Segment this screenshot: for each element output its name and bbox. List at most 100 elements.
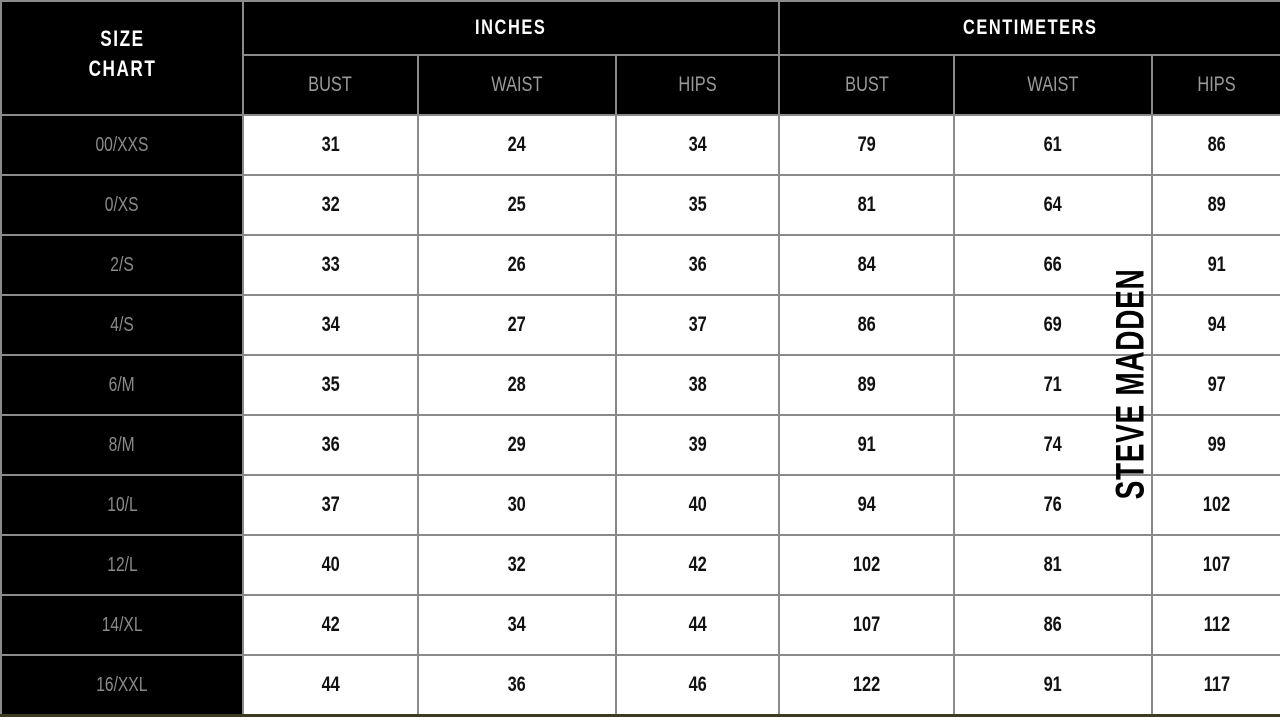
table-row: 16/XXL 44 36 46 122 91 117 [0,654,1280,717]
column-header-bust: BUST [242,54,419,116]
measurement-cell: 32 [417,534,617,596]
measurement-cell: 34 [242,294,419,356]
table-row: 10/L 37 30 40 94 76 102 [0,474,1280,536]
table-row: 6/M 35 28 38 89 71 97 [0,354,1280,416]
measurement-cell: 37 [242,474,419,536]
table-row: 14/XL 42 34 44 107 86 112 [0,594,1280,656]
measurement-cell: 117 [1151,654,1280,717]
measurement-cell: 99 [1151,414,1280,476]
measurement-cell: 25 [417,174,617,236]
measurement-cell: 66 [953,234,1154,296]
column-label: BUST [308,73,353,96]
column-label: BUST [844,73,889,96]
measurement-cell: 40 [242,534,419,596]
measurement-cell: 81 [953,534,1154,596]
column-header-hips: HIPS [614,54,781,116]
measurement-cell: 33 [242,234,419,296]
size-label: 8/M [0,414,244,476]
measurement-cell: 29 [417,414,617,476]
size-label: 4/S [0,294,244,356]
measurement-cell: 97 [1151,354,1280,416]
measurement-cell: 86 [953,594,1154,656]
table-row: 0/XS 32 25 35 81 64 89 [0,174,1280,236]
column-label: HIPS [678,73,717,96]
steve-madden-watermark: STEVE MADDEN [1109,219,1154,549]
title-line-2: CHART [88,56,156,81]
group-label: CENTIMETERS [962,16,1098,39]
group-label: INCHES [475,16,547,39]
size-label: 2/S [0,234,244,296]
size-label: 10/L [0,474,244,536]
measurement-cell: 34 [417,594,617,656]
table-row: 2/S 33 26 36 84 66 91 [0,234,1280,296]
column-header-waist: WAIST [417,54,617,116]
measurement-cell: 36 [417,654,617,717]
measurement-cell: 32 [242,174,419,236]
measurement-cell: 34 [614,114,781,176]
column-label: WAIST [1027,73,1079,96]
column-header-hips: HIPS [1151,54,1280,116]
group-inches: INCHES [241,0,781,56]
measurement-cell: 27 [417,294,617,356]
measurement-cell: 86 [778,294,956,356]
measurement-cell: 46 [614,654,781,717]
measurement-cell: 64 [953,174,1154,236]
measurement-cell: 91 [953,654,1154,717]
measurement-cell: 61 [953,114,1154,176]
table-row: 4/S 34 27 37 86 69 94 [0,294,1280,356]
size-label: 00/XXS [0,114,244,176]
measurement-cell: 69 [953,294,1154,356]
measurement-cell: 94 [778,474,956,536]
measurement-cell: 31 [242,114,419,176]
measurement-cell: 42 [242,594,419,656]
measurement-cell: 35 [614,174,781,236]
measurement-cell: 44 [242,654,419,717]
measurement-cell: 24 [417,114,617,176]
size-label: 16/XXL [0,654,244,717]
measurement-cell: 81 [778,174,956,236]
measurement-cell: 102 [778,534,956,596]
measurement-cell: 107 [778,594,956,656]
table-row: 00/XXS 31 24 34 79 61 86 [0,114,1280,176]
measurement-cell: 35 [242,354,419,416]
measurement-cell: 79 [778,114,956,176]
watermark-text: STEVE MADDEN [1108,268,1153,500]
measurement-cell: 89 [1151,174,1280,236]
measurement-cell: 37 [614,294,781,356]
measurement-cell: 91 [1151,234,1280,296]
column-label: HIPS [1197,73,1236,96]
column-label: WAIST [491,73,543,96]
group-centimeters: CENTIMETERS [778,0,1280,56]
title-line-1: SIZE [99,26,145,51]
measurement-cell: 40 [614,474,781,536]
measurement-cell: 89 [778,354,956,416]
measurement-cell: 112 [1151,594,1280,656]
measurement-cell: 84 [778,234,956,296]
size-label: 12/L [0,534,244,596]
column-header-bust: BUST [778,54,956,116]
measurement-cell: 30 [417,474,617,536]
measurement-cell: 76 [953,474,1154,536]
measurement-cell: 44 [614,594,781,656]
size-chart-title: SIZE CHART [0,0,244,116]
measurement-cell: 36 [242,414,419,476]
measurement-cell: 94 [1151,294,1280,356]
size-label: 6/M [0,354,244,416]
measurement-cell: 122 [778,654,956,717]
measurement-cell: 38 [614,354,781,416]
table-row: 12/L 40 32 42 102 81 107 [0,534,1280,596]
measurement-cell: 91 [778,414,956,476]
size-label: 14/XL [0,594,244,656]
measurement-cell: 26 [417,234,617,296]
measurement-cell: 39 [614,414,781,476]
measurement-cell: 74 [953,414,1154,476]
measurement-cell: 107 [1151,534,1280,596]
column-header-waist: WAIST [953,54,1154,116]
measurement-cell: 42 [614,534,781,596]
size-label: 0/XS [0,174,244,236]
measurement-cell: 86 [1151,114,1280,176]
measurement-cell: 28 [417,354,617,416]
measurement-cell: 71 [953,354,1154,416]
measurement-cell: 102 [1151,474,1280,536]
